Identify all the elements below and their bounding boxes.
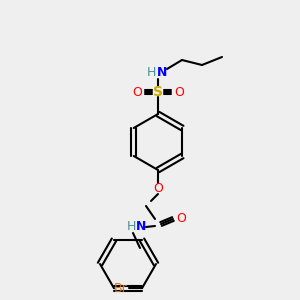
Text: N: N <box>157 65 167 79</box>
Text: N: N <box>136 220 146 233</box>
Text: Br: Br <box>114 282 128 295</box>
Text: O: O <box>132 85 142 98</box>
Text: H: H <box>126 220 136 233</box>
Text: O: O <box>174 85 184 98</box>
Text: S: S <box>153 85 163 99</box>
Text: O: O <box>176 212 186 226</box>
Text: H: H <box>146 65 156 79</box>
Text: O: O <box>153 182 163 194</box>
